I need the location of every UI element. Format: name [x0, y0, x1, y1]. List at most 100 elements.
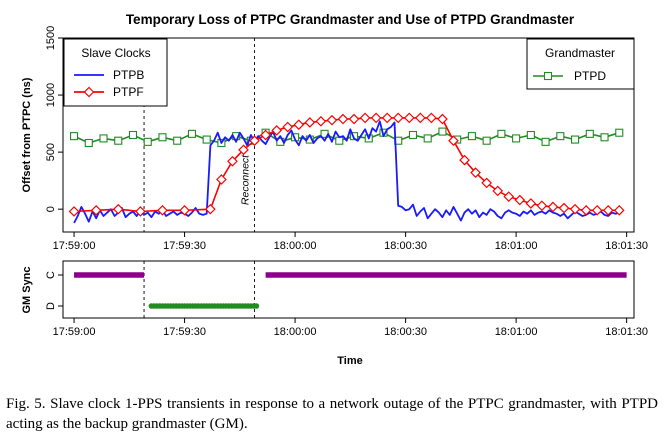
legend-entry: PTPB — [113, 68, 144, 82]
ptpd-point — [497, 129, 506, 138]
legend-title: Grandmaster — [545, 46, 615, 60]
ptpd-point — [543, 71, 553, 81]
bottom-plot-frame — [62, 260, 635, 319]
ptpf-point — [135, 206, 146, 217]
figure-caption: Fig. 5. Slave clock 1-PPS transients in … — [6, 396, 658, 432]
top-x-axis: 17:59:00 17:59:30 18:00:00 18:00:30 18:01:00… — [53, 232, 648, 252]
legend-box — [526, 38, 635, 90]
ptpd-point — [202, 135, 211, 144]
legend-entry: PTPF — [113, 85, 144, 99]
gm-sync-d-point — [253, 303, 260, 309]
ptpd-point — [143, 137, 152, 146]
top-y-axis: 0 500 1000 1500 — [45, 26, 63, 212]
ptpf-point — [437, 113, 448, 125]
y-tick-label: D — [45, 302, 57, 310]
ptpf-point — [157, 204, 168, 216]
legend-entry: PTPD — [574, 69, 606, 83]
x-tick-label: 17:59:00 — [53, 240, 96, 252]
x-tick-label: 18:00:30 — [384, 240, 427, 252]
x-tick-label: 17:59:00 — [53, 326, 96, 338]
ptpf-point — [569, 203, 581, 215]
y-tick-label: C — [45, 271, 57, 279]
bottom-y-axis: CD — [45, 271, 63, 310]
ptpf-point — [83, 86, 95, 98]
ptpf-point — [205, 203, 216, 215]
ptpf-point — [547, 201, 559, 213]
ptpf-point — [326, 114, 338, 126]
x-tick-label: 18:00:00 — [274, 240, 317, 252]
ptpf-point — [179, 204, 190, 216]
ptpd-point — [541, 137, 550, 146]
x-tick-label: 18:00:30 — [384, 326, 427, 338]
y-tick-label: 1000 — [45, 83, 57, 107]
ptpd-point — [482, 136, 491, 145]
ptpf-point — [304, 117, 316, 128]
ptpf-point — [381, 112, 393, 124]
ptpf-point — [260, 129, 271, 141]
ptpf-point — [90, 204, 102, 216]
ptpf-point — [68, 206, 80, 217]
ptpd-point — [585, 129, 594, 138]
ptpf-point — [238, 144, 249, 156]
legend-grandmaster: Grandmaster PTPD — [526, 38, 635, 90]
bottom-x-axis: 17:59:00 17:59:30 18:00:00 18:00:30 18:01:00… — [53, 318, 648, 338]
ptpf-point — [271, 125, 283, 136]
bottom-y-axis-label: GM Sync — [21, 266, 33, 313]
ptpd-point — [70, 132, 79, 141]
x-tick-label: 18:01:00 — [495, 326, 538, 338]
bottom-plot-vlines — [143, 261, 256, 318]
ptpf-point — [359, 112, 371, 124]
ptpf-point — [249, 135, 260, 147]
bottom-series — [74, 272, 627, 309]
y-tick-label: 0 — [45, 206, 57, 212]
y-tick-label: 1500 — [45, 26, 57, 50]
ptpf-point — [426, 112, 437, 124]
ptpf-point — [337, 113, 349, 125]
y-tick-label: 500 — [45, 143, 57, 161]
ptpf-point — [227, 155, 238, 167]
legend-box — [63, 38, 168, 107]
ptpd-point — [423, 134, 432, 143]
ptpd-point — [187, 129, 196, 138]
ptpf-point — [602, 204, 614, 216]
ptpf-point — [392, 112, 404, 124]
annotation-label: Reconnect — [240, 154, 252, 205]
ptpb-line — [73, 120, 620, 224]
ptpd-point — [438, 127, 447, 136]
ptpd-point — [600, 133, 609, 142]
ptpf-point — [580, 204, 592, 216]
ptpf-point — [470, 167, 481, 179]
ptpf-point — [536, 200, 548, 212]
x-tick-label: 18:00:00 — [274, 326, 317, 338]
top-series — [68, 112, 625, 224]
ptpf-point — [613, 204, 625, 216]
ptpf-point — [514, 194, 526, 206]
ptpd-point — [99, 134, 108, 143]
ptpd-point — [615, 128, 624, 137]
ptpd-point — [571, 135, 580, 144]
ptpf-point — [459, 154, 470, 166]
ptpf-point — [282, 121, 294, 133]
ptpd-point — [526, 130, 535, 140]
ptpf-point — [112, 203, 124, 215]
ptpf-line — [74, 117, 620, 213]
top-plot-frame — [62, 37, 635, 233]
ptpf-point — [414, 112, 426, 124]
x-tick-label: 17:59:30 — [163, 326, 206, 338]
ptpf-point — [448, 135, 459, 147]
legend-title: Slave Clocks — [81, 46, 150, 60]
ptpd-point — [512, 134, 521, 143]
x-axis-label: Time — [337, 355, 362, 367]
ptpf-point — [525, 198, 537, 209]
ptpf-point — [492, 185, 504, 197]
ptpd-point — [335, 136, 344, 145]
ptpf-point — [481, 177, 492, 189]
chart-title: Temporary Loss of PTPC Grandmaster and U… — [126, 12, 575, 27]
ptpf-point — [293, 119, 305, 131]
x-tick-label: 17:59:30 — [163, 240, 206, 252]
ptpf-point — [370, 112, 382, 124]
ptpf-point — [315, 115, 327, 127]
x-tick-label: 18:01:00 — [495, 240, 538, 252]
x-tick-label: 18:01:30 — [605, 326, 648, 338]
